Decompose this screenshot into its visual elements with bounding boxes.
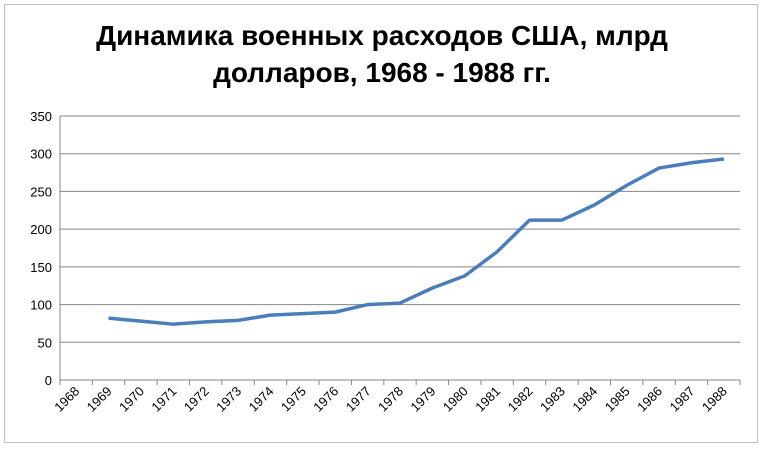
- chart-title: долларов, 1968 - 1988 гг.: [213, 57, 551, 88]
- y-tick-label: 100: [30, 298, 52, 313]
- chart-border: [4, 4, 758, 443]
- y-tick-label: 300: [30, 147, 52, 162]
- y-tick-label: 350: [30, 109, 52, 124]
- y-tick-label: 50: [38, 335, 52, 350]
- y-tick-label: 0: [45, 373, 52, 388]
- y-tick-label: 250: [30, 184, 52, 199]
- y-tick-label: 150: [30, 260, 52, 275]
- data-line: [108, 157, 725, 326]
- chart-title: Динамика военных расходов США, млрд: [96, 20, 668, 51]
- y-tick-label: 200: [30, 222, 52, 237]
